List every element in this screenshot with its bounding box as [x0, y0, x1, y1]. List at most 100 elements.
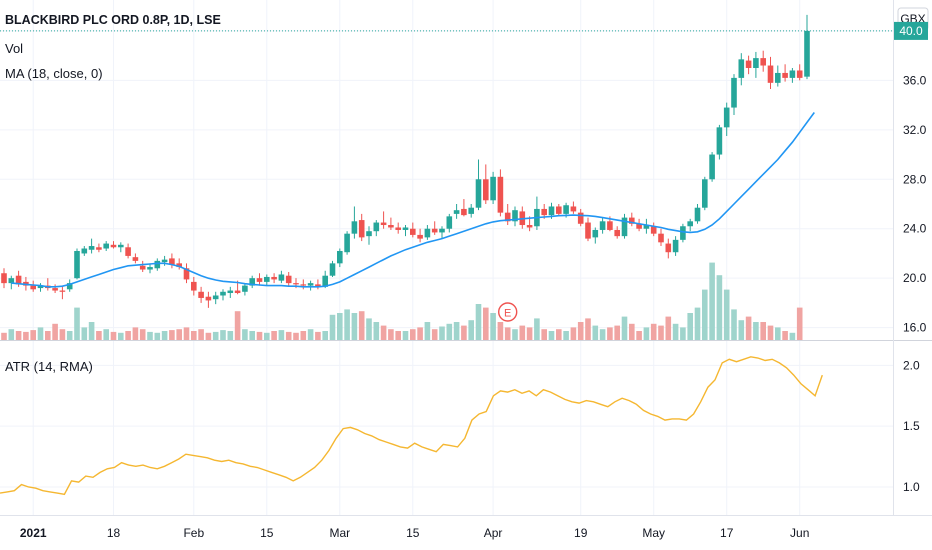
volume-bar — [497, 322, 504, 340]
volume-bar — [643, 327, 650, 340]
volume-bar — [519, 325, 526, 340]
candle-body — [30, 285, 36, 290]
candle-body — [161, 259, 168, 263]
candle-body — [439, 228, 445, 233]
time-tick-label: 17 — [720, 526, 734, 540]
volume-bar — [548, 331, 555, 340]
candle-body — [59, 290, 66, 292]
candle-body — [132, 257, 139, 261]
candle-body — [731, 77, 737, 108]
candle-body — [402, 227, 409, 230]
atr-line — [0, 356, 823, 496]
price-tick-label: 36.0 — [903, 73, 927, 87]
candle-body — [607, 221, 613, 230]
volume-bar — [665, 316, 672, 340]
volume-bar — [680, 327, 686, 340]
volume-bar — [592, 325, 599, 340]
candle-body — [154, 260, 161, 269]
candle-body — [220, 291, 226, 296]
earnings-marker — [498, 302, 518, 322]
candle-body — [570, 206, 577, 212]
ma-legend[interactable]: MA (18, close, 0) — [5, 66, 103, 81]
volume-bar — [110, 331, 117, 340]
time-tick-label: 15 — [260, 526, 274, 540]
price-tick-label: 16.0 — [903, 321, 927, 335]
candle-body — [329, 263, 336, 276]
candle-body — [388, 225, 394, 228]
candle-body — [380, 222, 387, 226]
atr-legend[interactable]: ATR (14, RMA) — [5, 359, 93, 374]
candle-body — [753, 58, 759, 68]
candle-body — [453, 210, 460, 214]
volume-bar — [169, 330, 175, 340]
volume-bar — [753, 322, 759, 340]
time-tick-label: 2021 — [20, 526, 47, 540]
volume-bar — [322, 331, 328, 340]
volume-bar — [278, 330, 285, 340]
volume-bar — [147, 331, 153, 340]
candlesticks — [1, 14, 810, 308]
volume-bar — [15, 331, 22, 340]
volume-bar — [731, 309, 737, 340]
candle-body — [125, 247, 131, 256]
atr-tick-label: 1.5 — [903, 419, 920, 433]
time-tick-label: May — [642, 526, 665, 540]
volume-bar — [205, 332, 212, 340]
volume-bar — [468, 320, 474, 340]
candle-body — [614, 229, 620, 237]
volume-bar — [672, 323, 679, 340]
candle-body — [358, 220, 365, 238]
volume-bar — [512, 329, 518, 340]
candle-body — [483, 179, 489, 201]
candle-body — [15, 275, 22, 285]
candle-body — [716, 127, 723, 155]
price-tick-label: 32.0 — [903, 123, 927, 137]
volume-bar — [702, 289, 708, 340]
volume-bar — [227, 331, 234, 340]
volume-bar — [271, 331, 277, 340]
atr-tick-label: 1.0 — [903, 480, 920, 494]
candle-body — [344, 233, 350, 253]
volume-bar — [358, 311, 365, 340]
volume-bar — [650, 323, 657, 340]
candle-body — [300, 284, 307, 286]
candle-body — [723, 107, 730, 128]
volume-bar — [629, 323, 635, 340]
volume-bar — [285, 331, 292, 340]
candle-body — [278, 274, 285, 281]
volume-bar — [329, 314, 336, 340]
volume-bar — [782, 331, 788, 340]
candle-body — [702, 179, 708, 208]
symbol-title[interactable]: BLACKBIRD PLC ORD 0.8P, 1D, LSE — [5, 13, 221, 27]
volume-bar — [103, 329, 109, 340]
volume-bar — [709, 262, 715, 340]
volume-bar — [410, 329, 416, 340]
time-axis[interactable]: 2021 18 Feb 15 Mar 15 Apr 19 May 17 Jun — [20, 526, 810, 540]
grid-lines — [0, 0, 932, 516]
volume-bar — [88, 322, 95, 340]
volume-bar — [504, 327, 511, 340]
volume-bar — [191, 331, 197, 340]
volume-bar — [132, 327, 139, 340]
candle-body — [796, 70, 803, 78]
candle-body — [103, 243, 109, 249]
candle-body — [183, 268, 190, 280]
candle-body — [672, 239, 679, 253]
volume-bar — [738, 320, 745, 340]
volume-bar — [607, 327, 613, 340]
volume-bar — [125, 331, 131, 340]
candle-body — [322, 275, 328, 287]
volume-bar — [66, 331, 73, 340]
volume-bar — [526, 327, 533, 340]
candle-body — [650, 226, 657, 234]
volume-legend[interactable]: Vol — [5, 41, 24, 56]
candle-body — [212, 295, 219, 300]
volume-bar — [534, 318, 540, 340]
candle-body — [548, 206, 555, 216]
volume-bar — [300, 331, 307, 340]
candle-body — [315, 284, 321, 287]
volume-bar — [154, 332, 161, 340]
volume-bar — [37, 327, 44, 340]
